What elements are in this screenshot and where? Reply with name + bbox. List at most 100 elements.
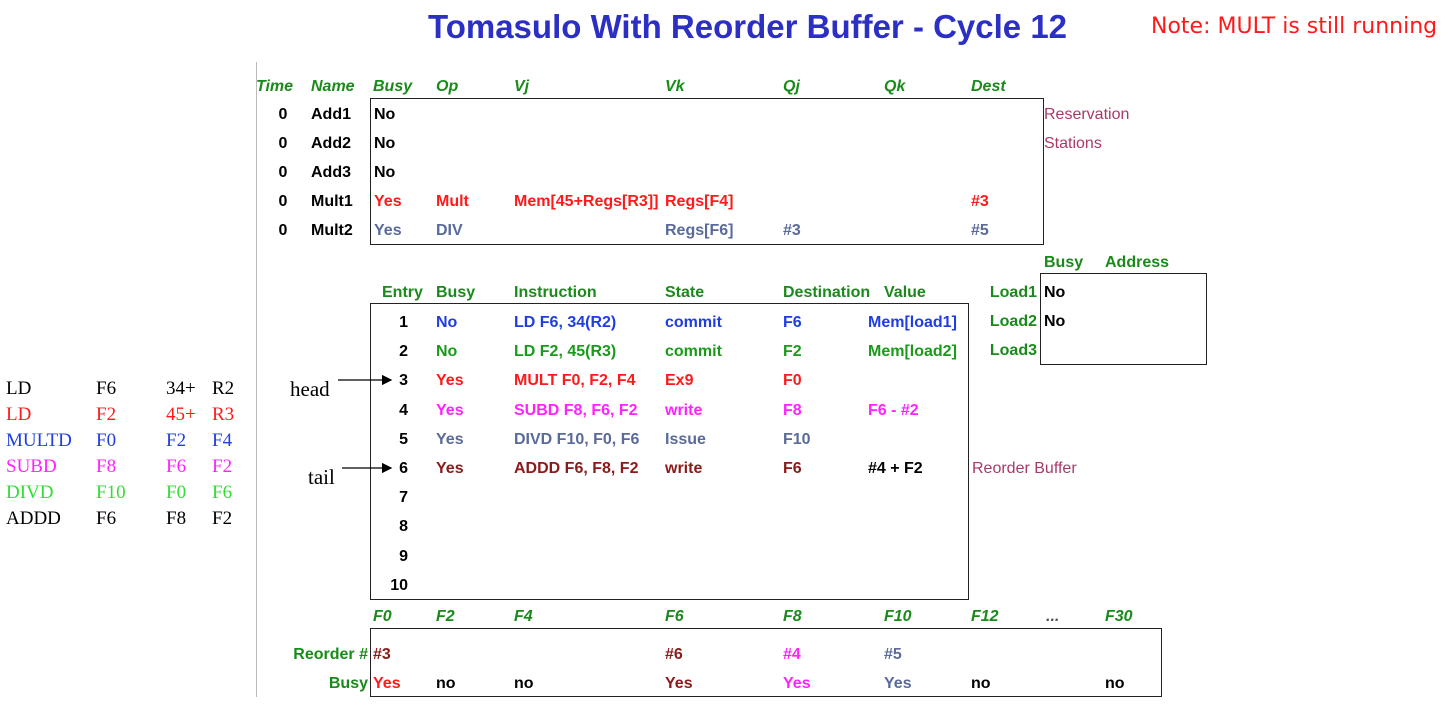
load-buffer-box [1040,273,1207,365]
rob-cell-dest: F8 [783,401,802,419]
rob-cell-dest: F2 [783,343,802,361]
rob-header-3: State [665,284,705,301]
rs-time: 0 [278,106,288,123]
rob-header-1: Busy [436,284,476,301]
program-op: SUBD [6,456,57,477]
reg-busy-cell: no [436,675,456,692]
reg-busy-cell: no [971,675,991,692]
rs-cell-vj: Mem[45+Regs[R3]] [514,193,659,210]
reg-busy-cell: Yes [373,675,401,692]
reg-busy-cell: Yes [884,675,912,692]
program-c: F6 [212,482,233,503]
rob-header-0: Entry [382,284,423,301]
reg-busy-cell: Yes [783,675,811,692]
rob-header-5: Value [884,284,926,301]
program-b: F0 [166,482,187,503]
rob-entry: 9 [399,547,408,565]
rob-cell-busy: Yes [436,372,464,390]
page-title: Tomasulo With Reorder Buffer - Cycle 12 [428,8,1068,45]
rob-cell-dest: F6 [783,314,802,331]
rs-header-6: Qj [783,78,800,95]
program-op: MULTD [6,430,72,451]
rs-time: 0 [278,135,288,152]
rs-header-4: Vj [514,78,530,95]
rs-time: 0 [278,193,288,210]
load-busy: No [1044,313,1066,330]
program-a: F2 [96,404,117,425]
rs-cell-dest: #5 [971,222,989,239]
load-header-address: Address [1105,254,1170,271]
rs-cell-busy: No [374,135,396,152]
reg-header-5: F10 [884,608,912,625]
rob-entry: 10 [390,576,408,594]
program-op: LD [6,378,32,399]
rob-label: Reorder Buffer [972,460,1077,477]
program-b: 45+ [166,404,196,425]
reg-row-label-busy: Busy [328,675,368,692]
rob-cell-state: write [665,460,703,477]
tail-label: tail [308,465,335,489]
program-a: F10 [96,482,126,503]
rs-header-7: Qk [884,78,906,95]
rs-cell-vk: Regs[F4] [665,193,734,210]
rs-table-box [370,98,1044,245]
program-a: F8 [96,456,117,477]
rob-cell-instruction: LD F6, 34(R2) [514,314,617,331]
reg-header-1: F2 [436,608,455,625]
program-c: F2 [212,456,233,477]
rob-cell-instruction: DIVD F10, F0, F6 [514,430,640,448]
rob-entry: 7 [399,489,408,507]
rs-time: 0 [278,164,288,181]
rob-cell-state: Ex9 [665,372,694,390]
program-b: F2 [166,430,187,451]
program-op: ADDD [6,508,61,529]
rs-name: Mult2 [311,222,353,239]
rs-header-1: Name [311,78,355,95]
rob-cell-instruction: SUBD F8, F6, F2 [514,401,638,419]
program-a: F6 [96,508,117,529]
reg-header-7: ... [1046,608,1060,625]
reg-row-label-reorder: Reorder # [293,646,368,663]
rob-entry: 2 [399,343,408,361]
program-op: LD [6,404,32,425]
rob-cell-instruction: LD F2, 45(R3) [514,343,617,361]
rs-name: Add3 [311,164,351,181]
load-busy: No [1044,284,1066,301]
reg-reorder-cell: #5 [884,646,902,663]
rob-header-4: Destination [783,284,871,301]
rob-cell-state: commit [665,314,722,331]
program-b: F6 [166,456,187,477]
reg-header-0: F0 [373,608,392,625]
rob-entry: 4 [399,401,408,419]
load-name: Load1 [989,284,1037,301]
rs-cell-busy: Yes [374,222,402,239]
reg-header-8: F30 [1105,608,1133,625]
rob-cell-dest: F10 [783,430,811,448]
reg-header-3: F6 [665,608,684,625]
rob-cell-state: Issue [665,430,706,448]
rs-name: Mult1 [311,193,353,210]
rs-name: Add2 [311,135,351,152]
rs-cell-dest: #3 [971,193,989,210]
rob-entry: 1 [399,314,408,331]
load-name: Load2 [989,313,1037,330]
rs-cell-op: DIV [436,222,463,239]
rob-cell-state: commit [665,343,722,361]
rob-cell-busy: Yes [436,430,464,448]
rs-header-8: Dest [971,78,1006,95]
rob-entry: 5 [399,430,408,448]
load-name: Load3 [989,342,1037,359]
rob-cell-busy: Yes [436,401,464,419]
rob-table-box [370,303,969,600]
reg-busy-cell: no [1105,675,1125,692]
rob-cell-value: F6 - #2 [868,401,919,419]
rob-cell-instruction: MULT F0, F2, F4 [514,372,636,390]
rob-entry: 3 [399,372,408,390]
reg-header-4: F8 [783,608,802,625]
rs-cell-vk: Regs[F6] [665,222,734,239]
program-c: R2 [212,378,235,399]
rob-cell-busy: No [436,343,458,361]
note-text: Note: MULT is still running [1151,14,1438,39]
reg-busy-cell: Yes [665,675,693,692]
